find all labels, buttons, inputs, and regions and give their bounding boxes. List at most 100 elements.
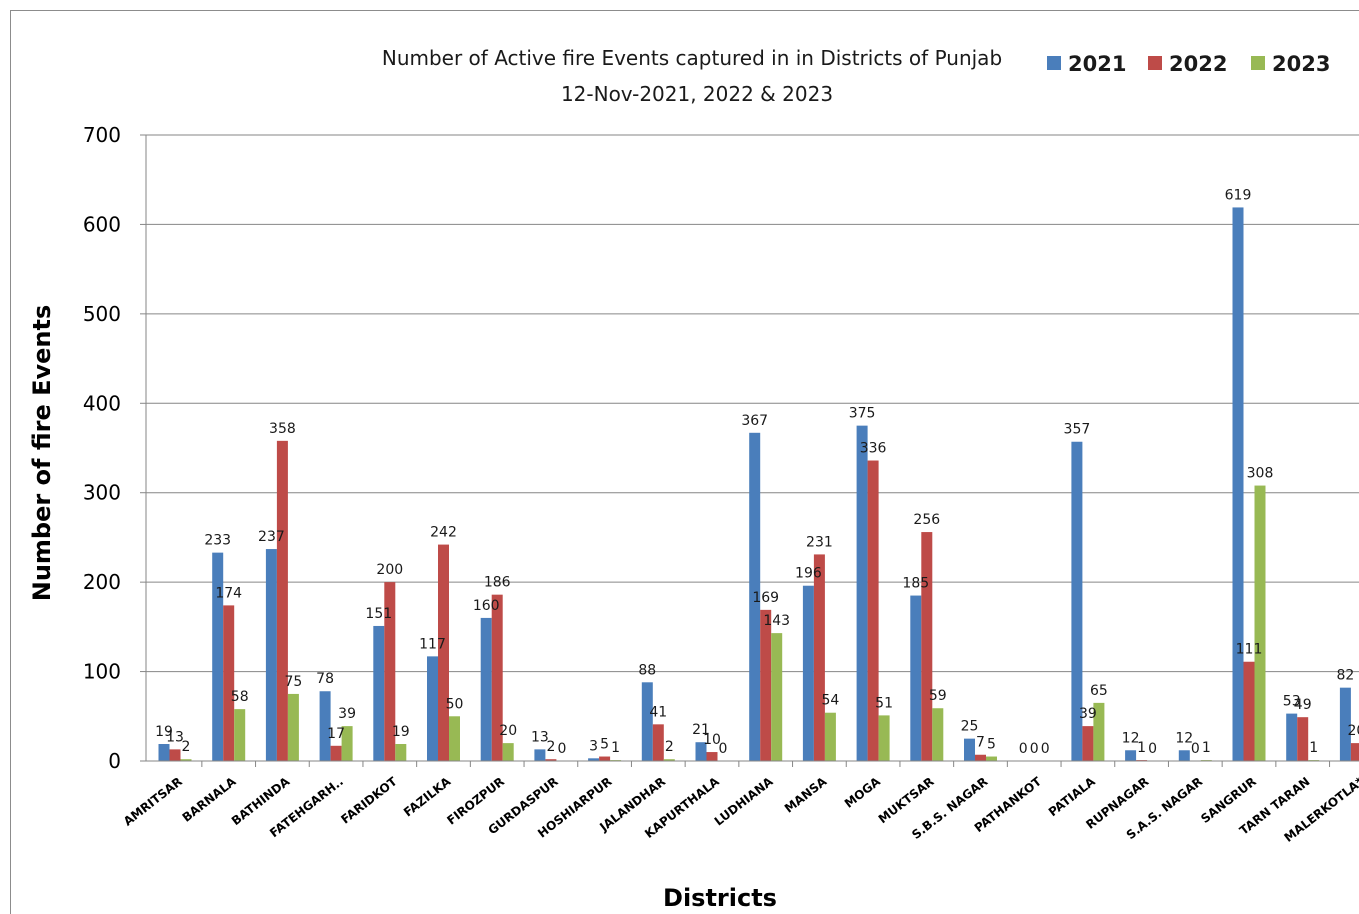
bar-2023: [502, 743, 514, 761]
bar-2021: [158, 744, 170, 761]
bar-2022: [599, 756, 611, 761]
data-label: 2: [182, 739, 191, 755]
data-label: 53: [1283, 694, 1301, 710]
y-tick-label: 700: [83, 123, 121, 147]
data-label: 200: [376, 562, 403, 578]
bar-2022: [491, 594, 503, 761]
data-label: 41: [649, 704, 667, 720]
bar-2023: [824, 712, 836, 761]
data-label: 185: [902, 576, 929, 592]
bar-2021: [1339, 687, 1351, 761]
bar-2022: [169, 749, 181, 761]
bar-2023: [395, 744, 407, 761]
bar-2021: [212, 552, 224, 761]
y-axis-label: Number of fire Events: [28, 305, 56, 602]
bar-2021: [641, 682, 653, 761]
bar-2021: [480, 617, 492, 761]
bar-2021: [749, 432, 761, 761]
legend-label-2022: 2022: [1169, 52, 1227, 76]
data-label: 0: [719, 741, 728, 757]
bar-2022: [223, 605, 235, 761]
legend-swatch-2023: [1251, 56, 1265, 70]
bar-2021: [534, 749, 546, 761]
data-label: 12: [1175, 730, 1193, 746]
data-label: 143: [763, 613, 790, 629]
x-tick-label: FAZILKA: [401, 774, 454, 820]
legend-label-2021: 2021: [1068, 52, 1126, 76]
data-label: 196: [795, 566, 822, 582]
bar-2022: [1082, 726, 1094, 761]
data-label: 78: [316, 671, 334, 687]
x-tick-label: FARIDKOT: [338, 774, 400, 827]
bar-2021: [373, 625, 385, 761]
y-axis-ticks: 0 100 200 300 400 500 600 700: [83, 123, 146, 773]
data-label: 50: [446, 696, 464, 712]
data-label: 174: [215, 585, 242, 601]
data-label: 19: [392, 724, 410, 740]
data-label: 186: [484, 575, 511, 591]
data-label: 17: [327, 726, 345, 742]
data-label: 2: [546, 739, 555, 755]
bar-2021: [319, 691, 331, 761]
bar-2023: [663, 759, 675, 761]
bar-2022: [867, 460, 879, 761]
legend-swatch-2021: [1047, 56, 1061, 70]
bar-2023: [449, 716, 460, 761]
data-label: 5: [600, 737, 609, 753]
x-tick-label: PATIALA: [1046, 774, 1098, 819]
bar-2022: [975, 754, 986, 761]
bar-2021: [856, 425, 868, 761]
bar-2021: [1178, 750, 1190, 761]
bar-2021: [1286, 713, 1298, 761]
data-label: 49: [1294, 697, 1312, 713]
data-label: 0: [1019, 741, 1028, 757]
data-label: 336: [860, 441, 887, 457]
data-label: 82: [1336, 668, 1354, 684]
y-tick-label: 400: [83, 391, 121, 415]
bar-2022: [1297, 717, 1309, 761]
data-label: 619: [1225, 187, 1252, 203]
x-tick-label: AMRITSAR: [121, 774, 185, 828]
data-label: 256: [913, 512, 940, 528]
bar-2022: [1350, 743, 1359, 761]
legend-swatch-2022: [1148, 56, 1162, 70]
data-label: 0: [1030, 741, 1039, 757]
data-label: 0: [1191, 741, 1200, 757]
data-label: 21: [692, 722, 710, 738]
y-tick-label: 100: [83, 660, 121, 684]
bar-2022: [330, 745, 342, 761]
data-label: 357: [1064, 422, 1091, 438]
y-tick-label: 0: [108, 749, 121, 773]
y-tick-label: 200: [83, 570, 121, 594]
data-label: 12: [1122, 730, 1140, 746]
data-label: 39: [338, 706, 356, 722]
bar-2022: [276, 440, 288, 761]
bar-2021: [1125, 750, 1137, 761]
data-label: 51: [875, 695, 893, 711]
data-label: 10: [703, 732, 721, 748]
bar-2022: [438, 544, 449, 761]
bar-2021: [910, 595, 922, 761]
bar-2022: [813, 554, 825, 761]
bar-2022: [921, 532, 933, 761]
data-label: 54: [821, 693, 839, 709]
bar-2022: [1243, 661, 1255, 761]
bar-2021: [588, 758, 600, 761]
bar-2022: [384, 582, 396, 761]
bar-2023: [986, 756, 997, 761]
data-label: 231: [806, 534, 833, 550]
chart-title: Number of Active fire Events captured in…: [382, 46, 1002, 70]
x-tick-label: LUDHIANA: [712, 774, 776, 829]
chart-frame: [10, 10, 1359, 914]
data-label: 0: [557, 741, 566, 757]
x-tick-label: MANSA: [782, 774, 830, 816]
x-axis-label: Districts: [663, 884, 777, 912]
x-tick-label: MOGA: [842, 774, 884, 811]
x-axis-ticks: AMRITSARBARNALABATHINDAFATEHGARH..FARIDK…: [121, 761, 1359, 845]
bar-2021: [427, 656, 438, 761]
bar-2021: [695, 742, 707, 761]
data-label: 7: [976, 735, 985, 751]
data-label: 65: [1090, 683, 1108, 699]
bar-2021: [265, 549, 277, 761]
data-label: 39: [1079, 706, 1097, 722]
